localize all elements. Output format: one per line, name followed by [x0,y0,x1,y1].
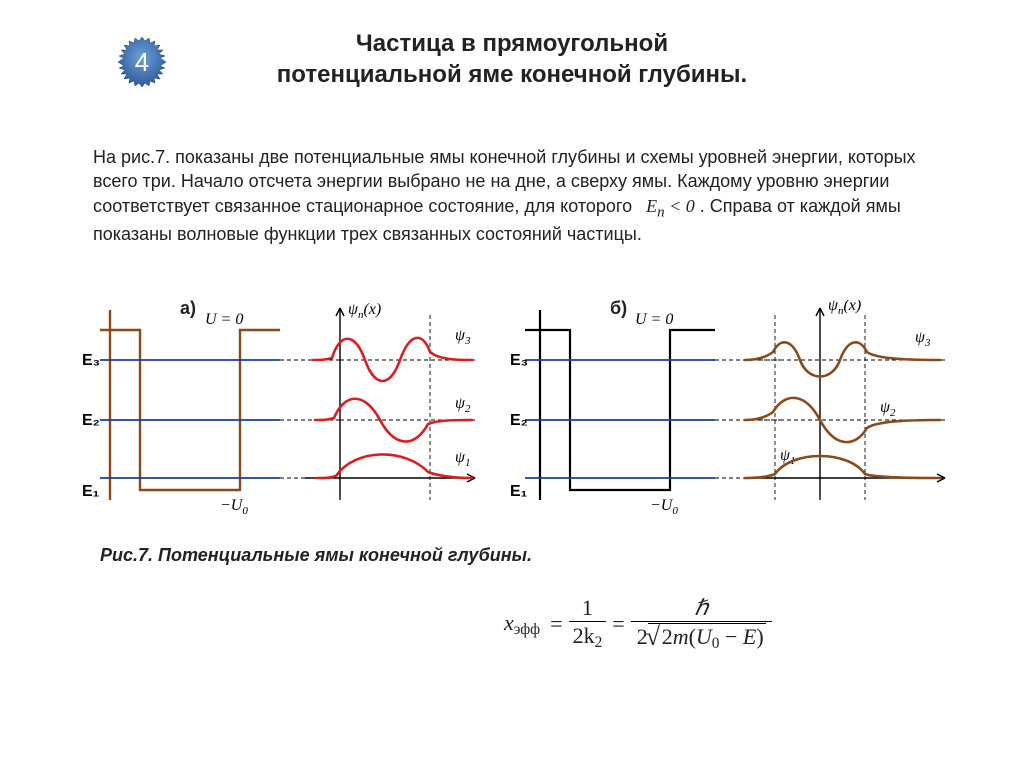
svg-text:E₁: E₁ [82,483,100,500]
title-line-2: потенциальной яме конечной глубины. [0,59,1024,90]
svg-text:ψ2: ψ2 [880,399,896,419]
svg-text:ψn(x): ψn(x) [348,301,381,321]
svg-text:ψ3: ψ3 [915,329,931,349]
svg-text:E₂: E₂ [82,412,100,429]
svg-text:ψ2: ψ2 [455,395,471,415]
caption-text: Потенциальные ямы конечной глубины. [158,545,532,565]
svg-text:−U0: −U0 [220,497,248,517]
title-line-1: Частица в прямоугольной [0,28,1024,59]
svg-text:E₃: E₃ [510,352,528,369]
body-math: En < 0 [637,196,695,216]
svg-text:ψ3: ψ3 [455,327,471,347]
svg-text:U = 0: U = 0 [205,311,243,328]
svg-text:E₂: E₂ [510,412,528,429]
svg-text:ψn(x): ψn(x) [828,300,861,317]
svg-text:E₃: E₃ [82,352,100,369]
figure-caption: Рис.7. Потенциальные ямы конечной глубин… [100,545,532,566]
formula-x-eff: xэфф = 1 = ℏ 2k2 2 √ 2m(U0 − E) [500,595,772,653]
figure-7: а) б) E₃ E₂ E₁ U = 0 −U0 [80,300,960,530]
caption-prefix: Рис.7. [100,545,158,565]
svg-text:U = 0: U = 0 [635,311,673,328]
body-paragraph: На рис.7. показаны две потенциальные ямы… [93,145,933,247]
panel-label-b: б) [610,298,627,319]
svg-text:−U0: −U0 [650,497,678,517]
well-a [100,310,280,500]
svg-text:E₁: E₁ [510,483,528,500]
panel-label-a: а) [180,298,196,319]
svg-text:ψ1: ψ1 [455,449,470,469]
page-title: Частица в прямоугольной потенциальной ям… [0,28,1024,90]
